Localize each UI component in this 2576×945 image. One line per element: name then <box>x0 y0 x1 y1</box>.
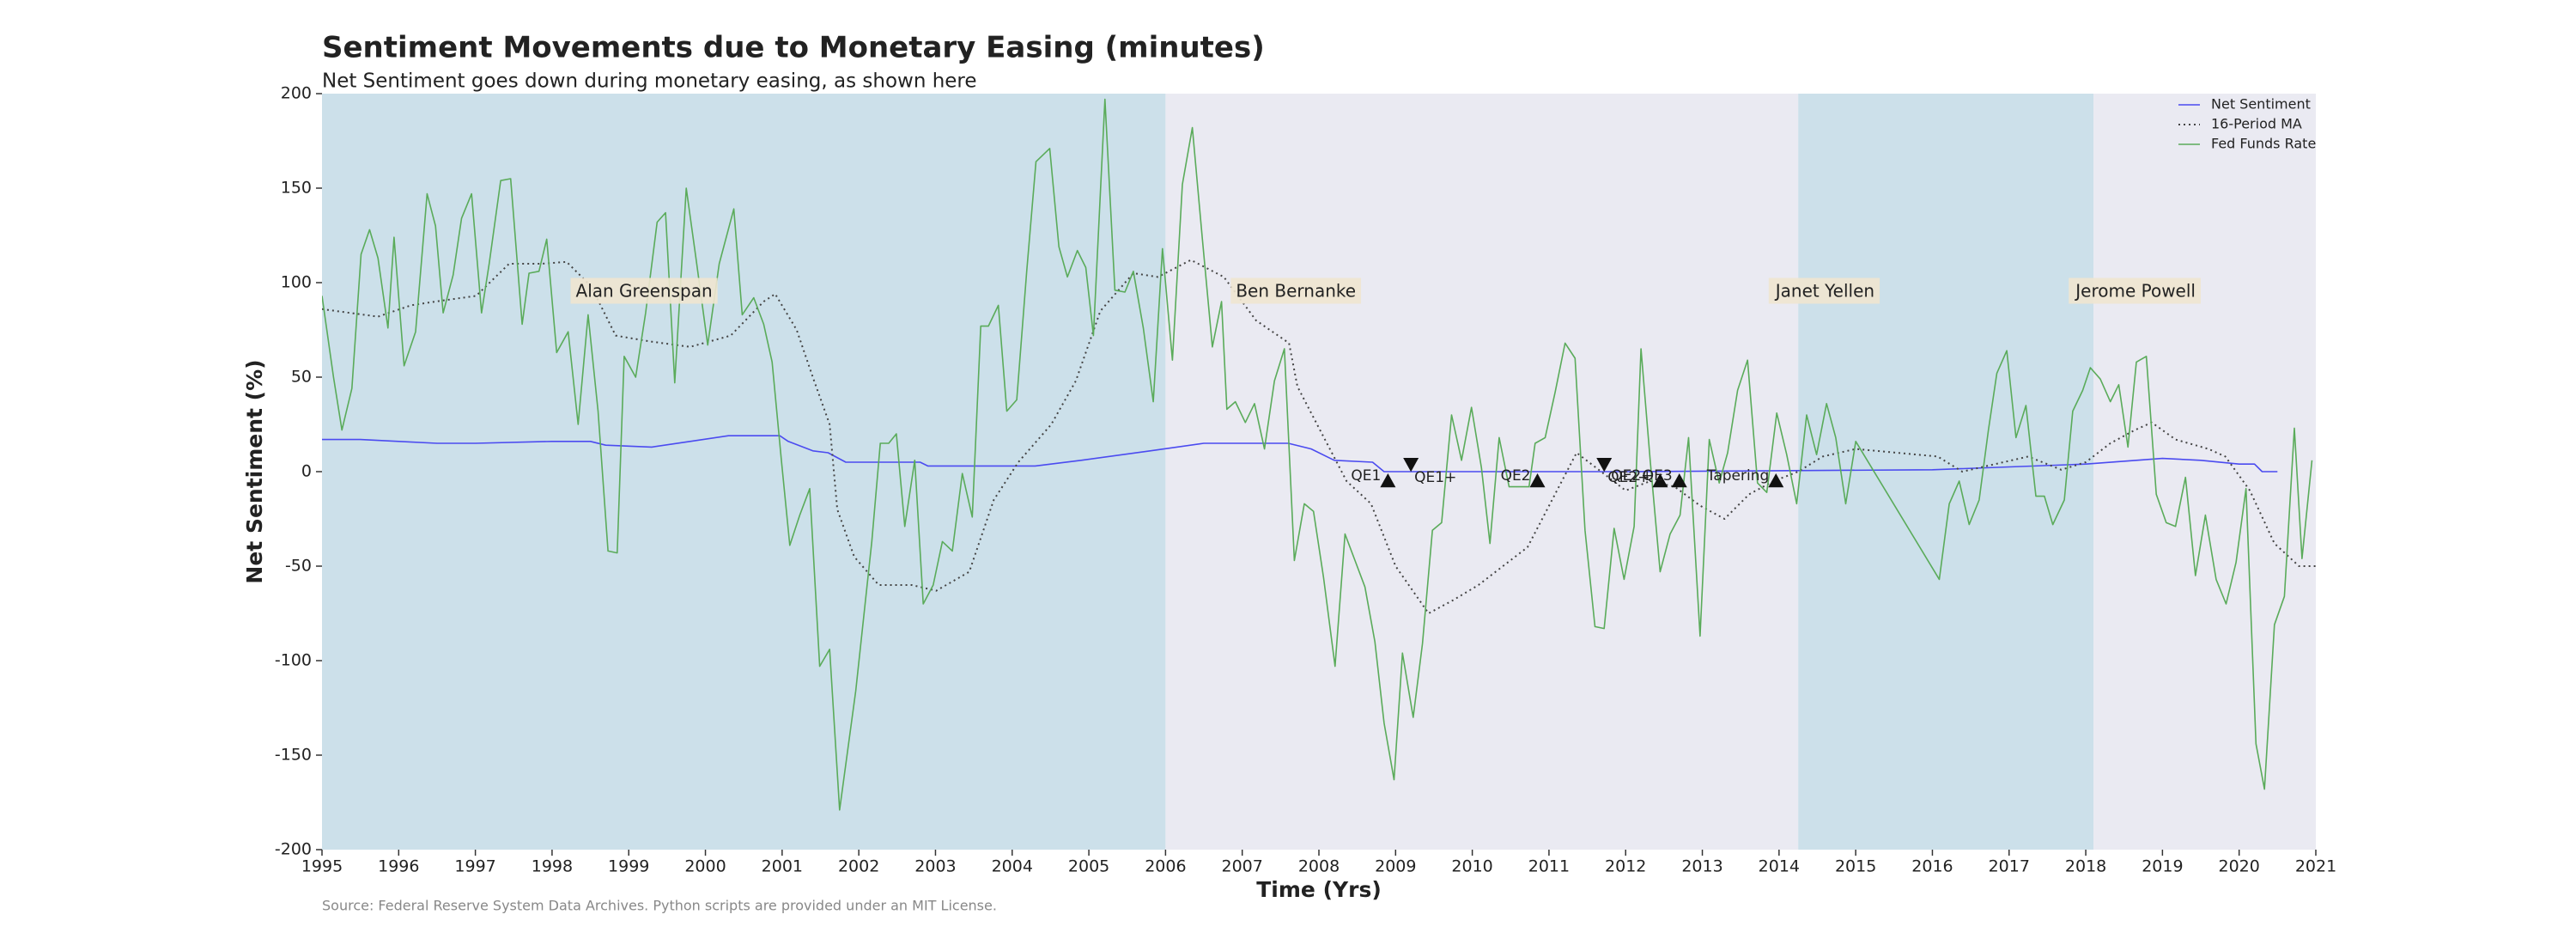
region-shade <box>322 94 1166 850</box>
region-label: Janet Yellen <box>1774 281 1874 302</box>
x-tick-label: 2016 <box>1911 857 1953 876</box>
y-tick-label: -150 <box>275 746 312 765</box>
event-marker <box>1380 473 1396 488</box>
region-label: Jerome Powell <box>2074 281 2196 302</box>
chart-title: Sentiment Movements due to Monetary Easi… <box>322 31 1265 65</box>
event-label: QE2 <box>1501 467 1531 485</box>
event-label: QE2+ <box>1607 469 1649 486</box>
x-tick-label: 2005 <box>1068 857 1109 876</box>
x-tick-label: 2018 <box>2065 857 2106 876</box>
event-label: QE1+ <box>1414 469 1456 486</box>
x-tick-label: 1999 <box>608 857 649 876</box>
region-label: Ben Bernanke <box>1236 281 1356 302</box>
y-tick-label: 200 <box>281 84 312 103</box>
x-tick-label: 2019 <box>2142 857 2183 876</box>
y-tick-label: -50 <box>285 557 312 576</box>
x-tick-label: 2013 <box>1681 857 1722 876</box>
lines <box>322 98 2316 811</box>
series-line <box>322 98 2313 811</box>
x-tick-label: 2021 <box>2295 857 2336 876</box>
overlay: Alan Greenspan Ben Bernanke Janet Yellen Je… <box>570 96 2316 488</box>
y-axis-label: Net Sentiment (%) <box>242 359 267 583</box>
x-tick-label: 2004 <box>992 857 1033 876</box>
x-tick-label: 2011 <box>1528 857 1570 876</box>
event-marker <box>1768 473 1784 488</box>
y-tick-label: 0 <box>301 462 312 481</box>
x-tick-label: 2003 <box>914 857 956 876</box>
source-note: Source: Federal Reserve System Data Arch… <box>322 898 997 914</box>
x-tick-label: 2009 <box>1375 857 1416 876</box>
region-label: Alan Greenspan <box>576 281 713 302</box>
event-label: QE3 <box>1643 467 1673 485</box>
chart-subtitle: Net Sentiment goes down during monetary … <box>322 70 977 93</box>
x-tick-label: 2007 <box>1222 857 1263 876</box>
x-tick-label: 2000 <box>684 857 726 876</box>
region-label-box <box>1768 277 1880 304</box>
event-label: QE2+ <box>1611 467 1653 485</box>
legend-label: Net Sentiment <box>2211 96 2311 113</box>
series-line <box>322 259 2316 614</box>
event-label: Tapering <box>1706 467 1770 485</box>
region-shade <box>1798 94 2094 850</box>
event-label: QE1 <box>1351 467 1381 485</box>
legend-label: 16-Period MA <box>2211 116 2302 132</box>
x-tick-label: 2002 <box>838 857 879 876</box>
x-tick-label: 2015 <box>1835 857 1876 876</box>
y-tick-label: 50 <box>291 368 312 387</box>
x-tick-label: 2020 <box>2219 857 2260 876</box>
region-label-box <box>570 277 718 304</box>
x-axis-label: Time (Yrs) <box>1256 877 1382 902</box>
legend-label: Fed Funds Rate <box>2211 136 2316 152</box>
y-tick-label: 100 <box>281 273 312 292</box>
x-tick-label: 2006 <box>1145 857 1186 876</box>
x-tick-label: 1997 <box>454 857 495 876</box>
x-tick-label: 2008 <box>1298 857 1340 876</box>
event-marker <box>1671 473 1687 488</box>
x-tick-label: 1995 <box>301 857 343 876</box>
x-tick-label: 2010 <box>1451 857 1492 876</box>
y-tick-label: -200 <box>275 840 312 859</box>
y-tick-label: 150 <box>281 179 312 198</box>
event-marker <box>1529 473 1546 488</box>
x-tick-label: 2014 <box>1759 857 1800 876</box>
y-tick-label: -100 <box>275 651 312 670</box>
x-tick-label: 1996 <box>378 857 419 876</box>
region-shade <box>2093 94 2316 850</box>
region-label-box <box>1230 277 1362 304</box>
event-marker <box>1652 473 1668 488</box>
x-tick-label: 2012 <box>1605 857 1646 876</box>
regions <box>322 94 2316 850</box>
event-marker <box>1596 458 1613 472</box>
region-label-box <box>2069 277 2201 304</box>
axes: 1995 1996 1997 1998 1999 2000 2001 2002 2003 2004… <box>275 84 2336 876</box>
series-line <box>322 435 2278 472</box>
event-marker <box>1403 458 1419 472</box>
x-tick-label: 2001 <box>762 857 803 876</box>
x-tick-label: 2017 <box>1989 857 2030 876</box>
x-tick-label: 1998 <box>532 857 573 876</box>
